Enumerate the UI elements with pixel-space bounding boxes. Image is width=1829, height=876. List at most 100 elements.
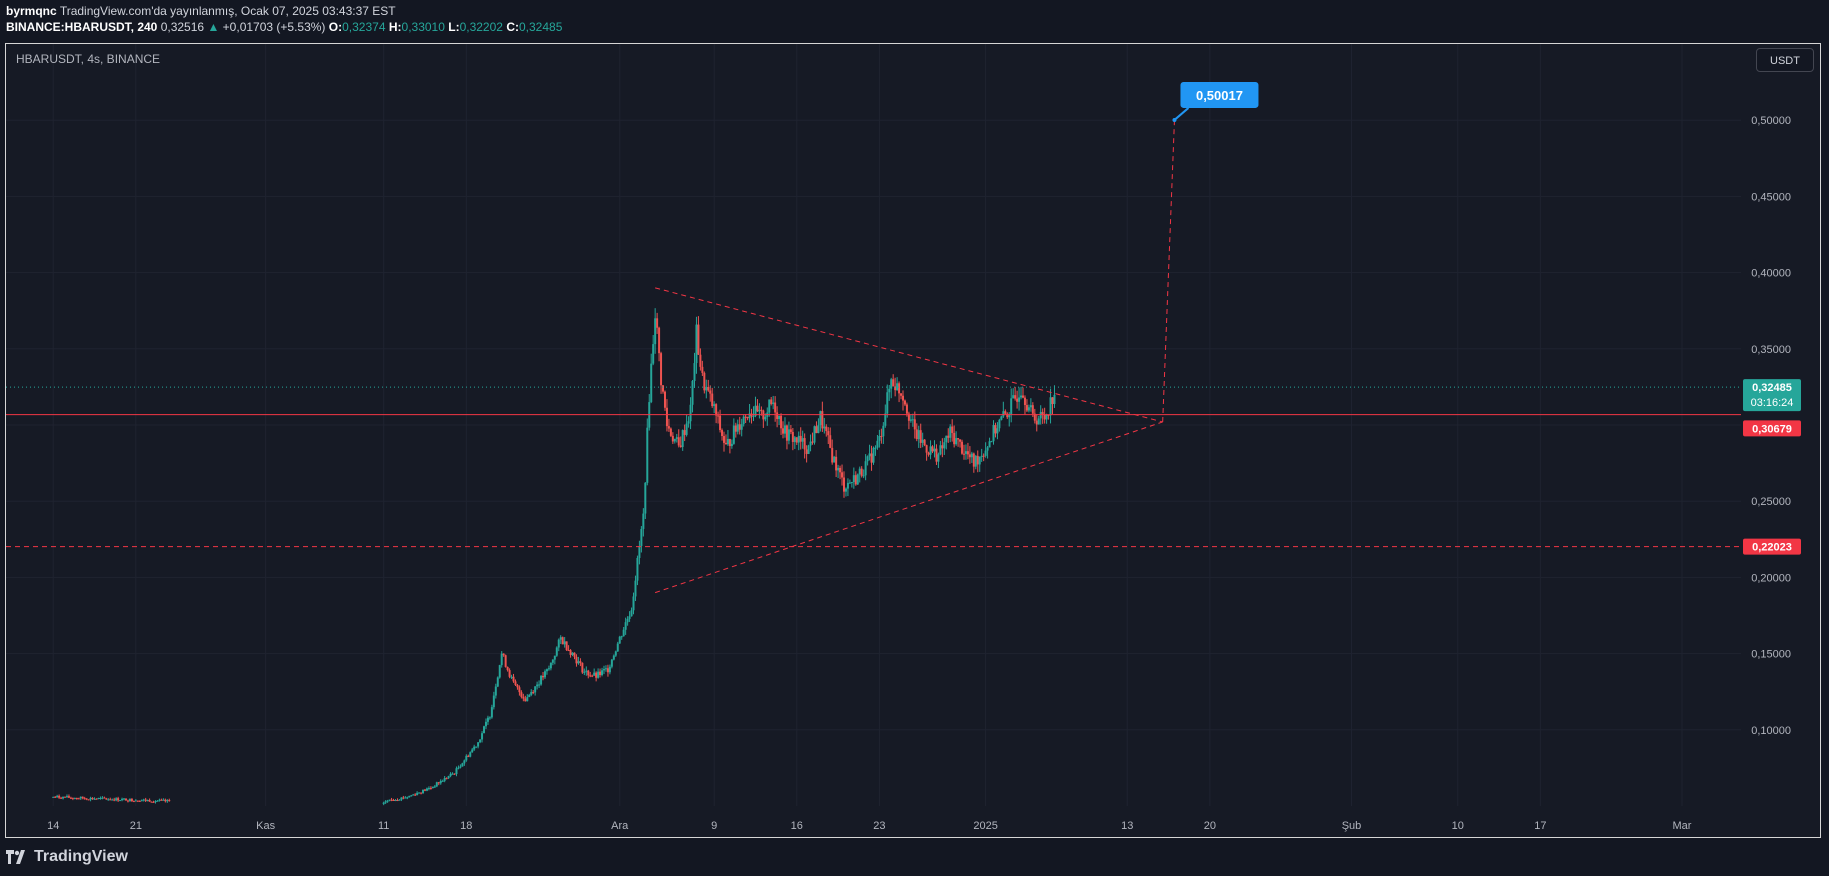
candle-body: [813, 426, 816, 443]
candle-body: [966, 451, 969, 455]
last-value: 0,32516: [160, 20, 205, 34]
candle-body: [134, 800, 137, 802]
candle-body: [807, 445, 810, 454]
footer: TradingView: [6, 845, 128, 869]
x-tick-label: 10: [1452, 820, 1464, 832]
candle-body: [701, 366, 704, 373]
candle-body: [984, 450, 987, 456]
candle-body: [1051, 397, 1054, 405]
triangle-upper-line: [655, 287, 1163, 423]
candle-body: [673, 438, 676, 442]
candle-body: [538, 684, 541, 686]
candle-body: [638, 546, 641, 558]
candle-body: [970, 453, 973, 458]
tradingview-logo-icon[interactable]: [6, 850, 28, 864]
candle-body: [136, 800, 139, 802]
currency-button[interactable]: USDT: [1756, 48, 1814, 72]
support-tag-label: 0,22023: [1752, 542, 1792, 554]
candle-body: [654, 318, 657, 345]
candle-body: [506, 666, 509, 671]
footer-brand[interactable]: TradingView: [34, 848, 128, 865]
candle-body: [764, 416, 767, 420]
candle-body: [593, 672, 596, 676]
chart-frame[interactable]: 0,100000,150000,200000,250000,300000,350…: [5, 43, 1821, 838]
candle-body: [844, 488, 847, 492]
candle-body: [561, 637, 564, 645]
x-tick-label: 2025: [973, 820, 997, 832]
author-name[interactable]: byrmqnc: [6, 4, 57, 18]
chart-svg[interactable]: 0,100000,150000,200000,250000,300000,350…: [6, 44, 1821, 838]
candle-body: [101, 797, 104, 799]
candle-body: [555, 647, 558, 656]
candle-body: [392, 799, 395, 801]
candle-body: [85, 798, 88, 800]
candle-body: [758, 409, 761, 412]
candle-body: [83, 798, 86, 800]
publish-info: byrmqnc TradingView.com'da yayınlanmış, …: [6, 4, 396, 18]
candle-body: [402, 797, 405, 799]
candle-body: [890, 379, 893, 389]
candle-body: [827, 431, 830, 436]
candle-body: [99, 797, 102, 799]
candle-body: [644, 482, 647, 514]
candle-body: [935, 448, 938, 462]
candle-body: [652, 344, 655, 364]
candle-body: [77, 798, 80, 800]
candle-body: [736, 424, 739, 432]
candle-body: [713, 404, 716, 407]
candle-body: [591, 675, 594, 677]
candle-body: [778, 415, 781, 420]
candle-body: [577, 661, 580, 664]
x-tick-label: 14: [47, 820, 59, 832]
candle-body: [907, 413, 910, 421]
candle-body: [626, 618, 629, 623]
candle-body: [872, 447, 875, 463]
candle-body: [719, 415, 722, 431]
candle-body: [62, 796, 65, 799]
candle-body: [549, 662, 552, 669]
candle-body: [164, 799, 167, 802]
chart-background: [6, 44, 1820, 837]
candle-body: [884, 413, 887, 426]
candle-body: [534, 686, 537, 693]
candle-body: [780, 415, 783, 429]
candle-body: [124, 798, 127, 801]
candle-body: [536, 684, 539, 687]
candle-body: [60, 797, 63, 799]
candle-body: [622, 629, 625, 637]
candle-body: [957, 438, 960, 440]
candle-body: [892, 379, 895, 387]
x-tick-label: Kas: [256, 820, 275, 832]
candle-body: [819, 411, 822, 426]
x-tick-label: 9: [711, 820, 717, 832]
candle-body: [571, 652, 574, 655]
candle-body: [128, 798, 131, 802]
candle-body: [595, 672, 598, 678]
horizontal-line-tag-label: 0,30679: [1752, 423, 1792, 435]
candle-body: [817, 425, 820, 434]
target-callout-box: [1180, 81, 1259, 108]
candle-body: [864, 461, 867, 476]
candle-body: [640, 528, 643, 547]
candle-body: [522, 696, 525, 699]
candle-body: [526, 697, 529, 702]
candle-body: [138, 800, 141, 802]
candle-body: [382, 802, 385, 804]
candle-body: [728, 438, 731, 447]
candle-body: [410, 795, 413, 797]
candle-body: [856, 474, 859, 485]
candle-body: [941, 445, 944, 449]
candle-body: [797, 435, 800, 443]
x-tick-label: 23: [873, 820, 885, 832]
candle-body: [115, 798, 118, 801]
candle-body: [888, 388, 891, 393]
candle-body: [994, 425, 997, 434]
candle-body: [447, 776, 450, 779]
candle-body: [463, 760, 466, 764]
candle-body: [87, 799, 90, 801]
candle-body: [528, 694, 531, 698]
candle-body: [58, 795, 61, 798]
candle-body: [565, 641, 568, 651]
candle-body: [97, 797, 100, 799]
candle-body: [563, 641, 566, 645]
